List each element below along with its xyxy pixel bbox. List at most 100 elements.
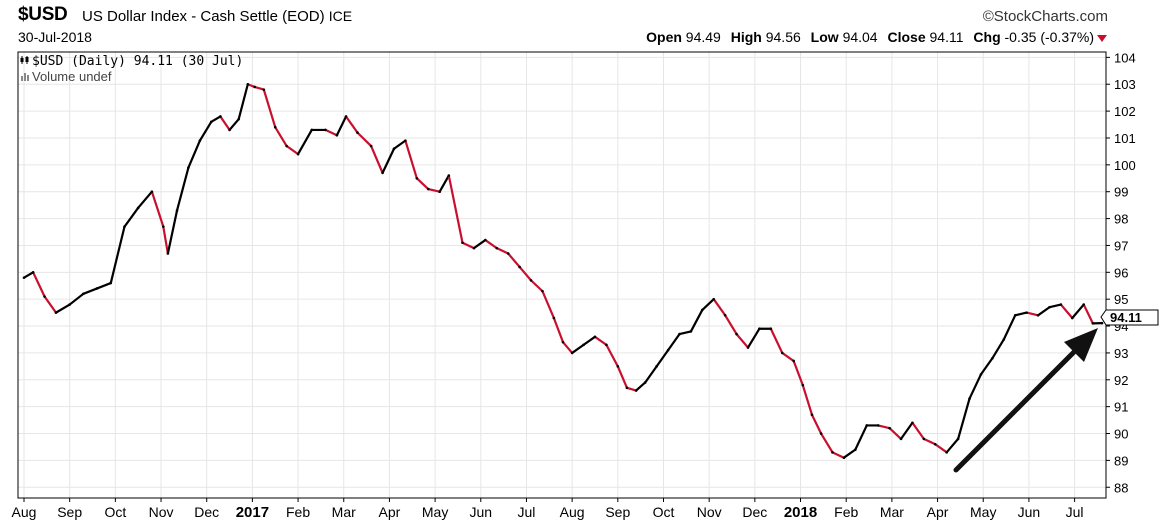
volume-icon bbox=[21, 73, 29, 81]
chg-label: Chg bbox=[973, 29, 1001, 45]
price-segment bbox=[166, 209, 179, 255]
price-point bbox=[529, 279, 533, 282]
price-point bbox=[899, 437, 903, 441]
x-tick-label: 2018 bbox=[784, 504, 817, 521]
price-segment bbox=[32, 271, 46, 298]
price-segment bbox=[150, 190, 165, 228]
price-point bbox=[1036, 314, 1040, 317]
price-segment bbox=[701, 298, 715, 312]
price-point bbox=[54, 311, 58, 314]
price-point bbox=[447, 174, 451, 177]
price-point bbox=[273, 125, 277, 129]
price-point bbox=[888, 426, 891, 430]
price-segment bbox=[495, 247, 510, 255]
price-segment bbox=[746, 327, 761, 349]
price-point bbox=[570, 351, 574, 355]
y-tick-label: 97 bbox=[1114, 238, 1128, 253]
x-tick-label: Jul bbox=[1066, 504, 1084, 520]
price-point bbox=[854, 448, 857, 451]
x-tick-label: Sep bbox=[57, 504, 82, 520]
price-segment bbox=[678, 330, 692, 336]
price-point bbox=[582, 343, 585, 347]
price-point bbox=[810, 413, 814, 417]
price-point bbox=[296, 152, 300, 156]
price-point bbox=[68, 303, 71, 306]
legend-volume-label: Volume undef bbox=[32, 69, 112, 84]
exchange-label: ICE bbox=[328, 8, 353, 24]
x-tick-label: Jun bbox=[1018, 504, 1041, 520]
price-segment bbox=[735, 333, 750, 349]
chg-value: -0.35 (-0.37%) bbox=[1004, 29, 1094, 45]
price-segment bbox=[911, 421, 925, 440]
price-point bbox=[712, 297, 716, 301]
price-segment bbox=[529, 279, 544, 293]
price-point bbox=[123, 225, 126, 228]
y-tick-label: 92 bbox=[1114, 373, 1128, 388]
price-segment bbox=[899, 421, 914, 440]
price-point bbox=[31, 271, 35, 274]
price-segment bbox=[95, 281, 112, 290]
price-point bbox=[228, 128, 231, 132]
price-point bbox=[780, 351, 784, 355]
price-point bbox=[237, 117, 240, 121]
price-point bbox=[43, 295, 46, 298]
price-segment bbox=[922, 437, 937, 446]
price-point bbox=[1002, 338, 1006, 341]
price-segment bbox=[1014, 311, 1028, 317]
price-segment bbox=[968, 373, 983, 400]
price-point bbox=[979, 373, 983, 376]
price-segment bbox=[43, 295, 58, 314]
price-segment bbox=[219, 115, 231, 132]
price-point bbox=[701, 308, 704, 312]
price-segment bbox=[507, 252, 521, 269]
close-label: Close bbox=[887, 29, 926, 45]
x-tick-label: Aug bbox=[560, 504, 585, 520]
price-point bbox=[109, 281, 113, 285]
price-segment bbox=[22, 271, 35, 279]
price-segment bbox=[1082, 303, 1094, 325]
price-point bbox=[136, 206, 140, 210]
price-segment bbox=[888, 427, 903, 440]
x-tick-label: Nov bbox=[149, 504, 174, 520]
price-segment bbox=[561, 341, 574, 355]
price-segment bbox=[356, 131, 373, 148]
x-tick-label: Jun bbox=[469, 504, 492, 520]
high-value: 94.56 bbox=[765, 29, 801, 45]
x-tick-label: Sep bbox=[605, 504, 630, 520]
x-tick-label: Mar bbox=[332, 504, 356, 520]
price-segment bbox=[82, 287, 99, 295]
price-segment bbox=[666, 333, 681, 352]
price-segment bbox=[957, 397, 971, 440]
price-segment bbox=[655, 349, 670, 368]
x-tick-label: Apr bbox=[927, 504, 949, 520]
price-segment bbox=[175, 166, 190, 212]
legend-series-label: $USD (Daily) 94.11 (30 Jul) bbox=[32, 54, 243, 69]
price-segment bbox=[438, 174, 450, 193]
y-tick-label: 102 bbox=[1114, 104, 1136, 119]
price-point bbox=[605, 343, 608, 347]
price-point bbox=[162, 225, 165, 228]
y-tick-label: 89 bbox=[1114, 453, 1128, 468]
price-point bbox=[552, 316, 556, 320]
price-segment bbox=[237, 83, 249, 121]
last-price-value: 94.11 bbox=[1110, 310, 1142, 325]
y-tick-label: 103 bbox=[1114, 77, 1136, 92]
x-tick-label: Apr bbox=[379, 504, 401, 520]
price-segment bbox=[1002, 314, 1017, 341]
price-point bbox=[335, 133, 339, 137]
price-point bbox=[95, 287, 99, 290]
price-point bbox=[801, 383, 805, 387]
price-segment bbox=[991, 338, 1005, 360]
price-segment bbox=[518, 265, 533, 282]
price-point bbox=[678, 332, 681, 336]
brand-watermark[interactable]: ©StockCharts.com bbox=[982, 8, 1108, 25]
x-tick-label: Nov bbox=[697, 504, 722, 520]
price-point bbox=[324, 128, 327, 132]
price-segment bbox=[392, 139, 407, 150]
price-point bbox=[246, 82, 250, 86]
price-point bbox=[876, 424, 880, 427]
price-point bbox=[819, 432, 823, 435]
price-segment bbox=[831, 451, 846, 459]
